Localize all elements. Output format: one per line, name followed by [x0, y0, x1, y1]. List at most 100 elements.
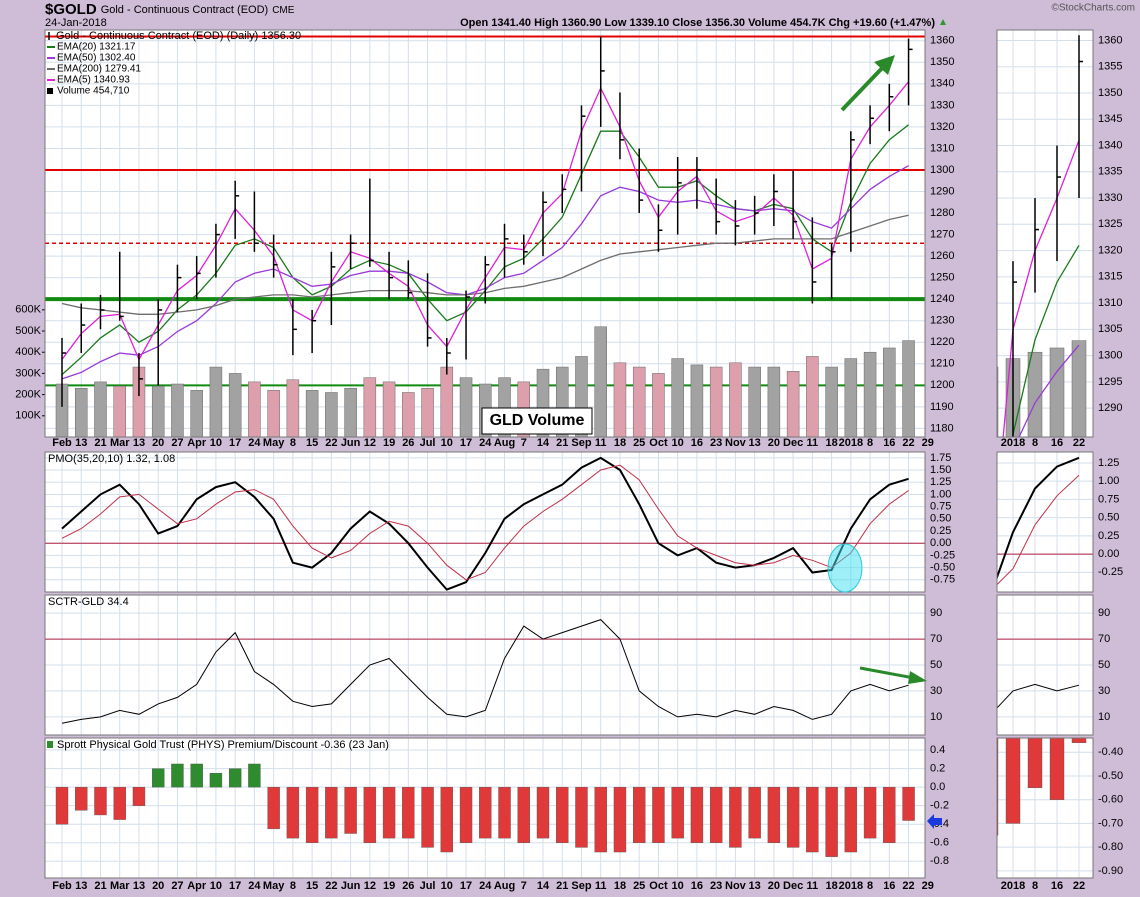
x-tick-label: 11 — [595, 437, 607, 449]
legend-entry: EMA(20) 1321.17 — [57, 42, 136, 53]
bar — [556, 786, 569, 843]
bar — [709, 786, 723, 843]
x-tick-label: 15 — [306, 880, 318, 892]
y-tick-label: 1305 — [1098, 323, 1122, 335]
volume-tick-label: 500K — [15, 325, 41, 337]
panel-plot — [997, 30, 1093, 437]
x-tick-label: Jul — [420, 437, 436, 449]
bar — [633, 786, 646, 843]
bar — [459, 786, 473, 843]
header-line: $GOLD Gold - Continuous Contract (EOD) CME — [45, 1, 295, 18]
x-tick-label: 10 — [441, 880, 453, 892]
ema-line — [1018, 344, 1080, 437]
y-tick-label: 1280 — [930, 207, 954, 219]
panels: 1180119012001210122012301240125012601270… — [15, 29, 1123, 892]
y-tick-label: 1.75 — [930, 452, 951, 464]
volume-bar — [594, 326, 607, 437]
bar — [806, 786, 819, 853]
x-tick-label: 26 — [402, 437, 414, 449]
x-tick-label: 25 — [633, 880, 645, 892]
x-tick-label: 18 — [825, 880, 837, 892]
x-tick-label: 8 — [1032, 880, 1038, 892]
bar — [613, 786, 627, 853]
legend-entry: EMA(50) 1302.40 — [57, 53, 136, 64]
x-tick-label: 11 — [807, 880, 819, 892]
volume-bar — [382, 381, 396, 437]
y-tick-label: 70 — [930, 633, 942, 645]
y-tick-label: 1240 — [930, 293, 954, 305]
bar — [94, 786, 107, 816]
y-tick-label: 1310 — [930, 142, 954, 154]
x-tick-label: Oct — [649, 880, 668, 892]
x-tick-label: 10 — [441, 437, 453, 449]
indicator-line — [997, 474, 1080, 586]
instrument-name: Gold - Continuous Contract (EOD) — [101, 4, 269, 16]
volume-bar — [1049, 347, 1065, 437]
volume-bar — [690, 364, 704, 437]
x-tick-label: 26 — [402, 880, 414, 892]
panel-plot — [997, 595, 1093, 735]
volume-bar — [767, 366, 781, 437]
bar — [825, 786, 838, 857]
y-tick-label: 1330 — [1098, 192, 1122, 204]
bar — [729, 786, 742, 848]
x-tick-label: 14 — [537, 437, 550, 449]
legend-title: Gold - Continuous Contract (EOD) (Daily)… — [56, 30, 301, 42]
x-tick-label: 21 — [556, 880, 568, 892]
y-tick-label: 1230 — [930, 315, 954, 327]
x-tick-label: 22 — [325, 880, 337, 892]
volume-bar — [151, 385, 165, 437]
volume-bar — [671, 358, 684, 437]
y-tick-label: 1360 — [1098, 34, 1122, 46]
bar — [305, 786, 319, 843]
bar — [151, 768, 165, 788]
bar — [786, 786, 800, 848]
volume-bar — [613, 362, 627, 437]
y-tick-label: 1290 — [1098, 402, 1122, 414]
exchange: CME — [272, 5, 295, 16]
trend-arrow-head — [874, 55, 895, 75]
volume-bar — [171, 383, 184, 437]
bar — [75, 786, 88, 811]
x-tick-label: Dec — [783, 437, 803, 449]
x-tick-label: 19 — [383, 437, 395, 449]
x-tick-label: 10 — [210, 880, 222, 892]
y-tick-label: 1190 — [930, 401, 954, 413]
bar — [402, 786, 415, 839]
x-tick-label: 2018 — [839, 880, 863, 892]
x-tick-label: Jun — [341, 880, 361, 892]
x-tick-label: 10 — [210, 437, 222, 449]
x-tick-label: 23 — [710, 437, 722, 449]
y-tick-label: 0.75 — [930, 501, 951, 513]
x-tick-label: Aug — [494, 880, 515, 892]
x-tick-label: 13 — [133, 880, 145, 892]
x-tick-label: 14 — [537, 880, 550, 892]
x-tick-label: 12 — [364, 880, 376, 892]
panel-plot — [997, 452, 1093, 592]
bar — [421, 786, 434, 848]
x-tick-label: 22 — [325, 437, 337, 449]
bar — [209, 773, 223, 788]
legend-swatch — [47, 88, 53, 94]
panel-border — [996, 737, 1094, 879]
x-tick-label: Mar — [110, 437, 130, 449]
x-tick-label: 17 — [229, 437, 241, 449]
x-tick-label: 25 — [633, 437, 645, 449]
y-tick-label: 0.50 — [1098, 512, 1119, 524]
y-tick-label: 1350 — [1098, 87, 1122, 99]
y-tick-label: 70 — [1098, 633, 1110, 645]
bar — [171, 763, 184, 788]
bar — [883, 786, 896, 843]
y-tick-label: 1330 — [930, 99, 954, 111]
volume-bar — [286, 379, 300, 437]
x-tick-label: Nov — [725, 880, 747, 892]
x-tick-label: Nov — [725, 437, 747, 449]
bar — [844, 786, 858, 853]
x-tick-label: 13 — [133, 437, 145, 449]
y-tick-label: -0.6 — [930, 837, 949, 849]
legend-entry: Volume 454,710 — [57, 86, 130, 97]
x-tick-label: Feb — [52, 880, 72, 892]
x-tick-label: May — [263, 880, 285, 892]
volume-bar — [344, 387, 357, 437]
x-tick-label: 23 — [710, 880, 722, 892]
